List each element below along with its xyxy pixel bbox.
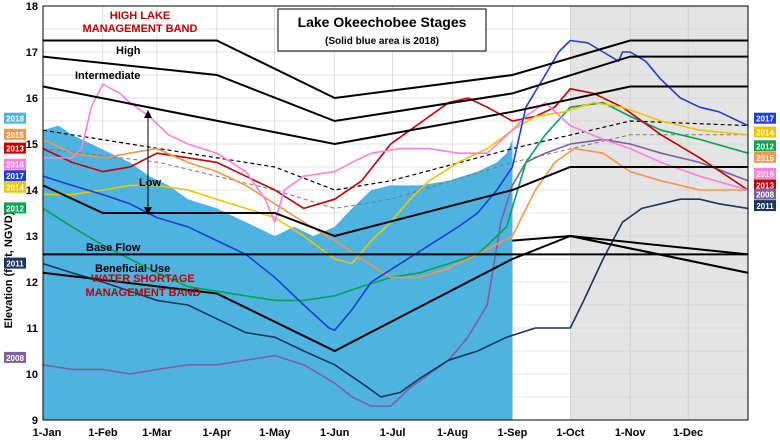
area-2018 xyxy=(43,125,513,420)
zone-lines xyxy=(42,39,749,353)
y-tick-label: 17 xyxy=(26,47,38,59)
badge-2018 xyxy=(4,112,26,124)
badge-2014 xyxy=(754,126,776,138)
title-box: Lake Okeechobee Stages (Solid blue area … xyxy=(277,8,487,52)
zone-label-beneficial-use: Beneficial Use xyxy=(95,263,170,275)
badge-label-2017: 2017 xyxy=(6,172,24,181)
badge-label-2018: 2018 xyxy=(6,115,24,124)
x-tick-label: 1-Oct xyxy=(556,427,584,439)
high-band-label-line2: MANAGEMENT BAND xyxy=(83,23,198,35)
badge-label-2008: 2008 xyxy=(6,354,24,363)
badge-label-2013: 2013 xyxy=(756,181,774,190)
y-tick-label: 10 xyxy=(26,369,38,381)
chart-title: Lake Okeechobee Stages xyxy=(298,14,467,30)
badge-label-2008: 2008 xyxy=(756,191,774,200)
zone-line-intermediate xyxy=(42,85,748,146)
dashed-lines xyxy=(42,120,749,209)
y-tick-label: 9 xyxy=(32,415,38,427)
zone-line-lower2 xyxy=(512,234,749,274)
badge-2012 xyxy=(754,140,776,152)
series-line-2011 xyxy=(42,198,749,398)
y-tick-label: 14 xyxy=(26,185,39,197)
low-arrow-head-down xyxy=(144,207,152,215)
x-axis-ticks: 1-Jan 1-Feb 1-Mar 1-Apr 1-May 1-Jun 1-Jul 1-Aug… xyxy=(33,427,703,439)
chart-subtitle: (Solid blue area is 2018) xyxy=(325,36,439,47)
zone-label-intermediate: Intermediate xyxy=(75,70,140,82)
series-line-2008 xyxy=(42,138,749,408)
badge-label-2012: 2012 xyxy=(756,142,774,151)
badge-label-2014: 2014 xyxy=(756,129,774,138)
badge-2013 xyxy=(4,142,26,154)
zone-line-upper xyxy=(42,55,748,123)
badge-label-2017: 2017 xyxy=(756,115,774,124)
dashed-line xyxy=(42,134,748,209)
low-arrow-head-up xyxy=(144,110,152,118)
shortage-band-label-line2: MANAGEMENT BAND xyxy=(86,287,201,299)
zone-label-high: High xyxy=(116,45,141,57)
series-line-2015 xyxy=(42,138,748,279)
badge-2008 xyxy=(754,188,776,200)
y-axis-label: Elevation (feet, NGVD) xyxy=(3,211,15,328)
badge-2012 xyxy=(4,202,26,214)
badge-2017 xyxy=(4,170,26,182)
badge-label-2012: 2012 xyxy=(6,204,24,213)
badge-2008 xyxy=(4,351,26,363)
badge-label-2016: 2016 xyxy=(756,170,774,179)
badge-2017 xyxy=(754,112,776,124)
y-tick-label: 11 xyxy=(26,323,38,335)
zone-line-high xyxy=(43,39,748,100)
badge-2015 xyxy=(754,151,776,163)
y-tick-label: 12 xyxy=(26,277,38,289)
x-tick-label: 1-Jun xyxy=(320,427,350,439)
plot-border xyxy=(42,5,749,421)
zone-label-base-flow: Base Flow xyxy=(86,242,141,254)
title-frame xyxy=(277,8,487,52)
badge-label-2011: 2011 xyxy=(6,260,24,269)
y-tick-label: 16 xyxy=(26,93,38,105)
shortage-band-label-line1: WATER SHORTAGE xyxy=(91,273,194,285)
x-tick-label: 1-Sep xyxy=(497,427,527,439)
series-line-2014 xyxy=(43,101,749,265)
zone-line-lower xyxy=(570,235,749,256)
series-line-2016 xyxy=(43,83,749,223)
x-tick-label: 1-May xyxy=(259,427,291,439)
badge-2013 xyxy=(754,179,776,191)
badge-label-2015: 2015 xyxy=(6,131,24,140)
x-tick-label: 1-Aug xyxy=(437,427,468,439)
area-2018 xyxy=(43,125,513,420)
zone-line-low xyxy=(42,166,748,238)
badge-2014 xyxy=(4,181,26,193)
y-tick-label: 13 xyxy=(26,231,38,243)
y-tick-label: 15 xyxy=(26,139,38,151)
badge-label-2014: 2014 xyxy=(6,184,24,193)
badge-2015 xyxy=(4,128,26,140)
badge-label-2016: 2016 xyxy=(6,161,24,170)
x-tick-label: 1-Dec xyxy=(673,427,703,439)
year-badges: 2018 2015 2013 2016 2017 2014 2012 2011 2008 2017… xyxy=(4,112,776,363)
dashed-line xyxy=(42,120,749,191)
x-tick-label: 1-Jan xyxy=(33,427,62,439)
badge-label-2011: 2011 xyxy=(756,202,774,211)
y-axis-ticks: 9 10 11 12 13 14 15 16 17 18 xyxy=(26,1,39,427)
badge-label-2015: 2015 xyxy=(756,154,774,163)
badge-2016 xyxy=(754,167,776,179)
x-tick-label: 1-Jul xyxy=(380,427,406,439)
badge-2011 xyxy=(754,200,776,212)
low-range-arrow xyxy=(144,110,152,215)
x-tick-label: 1-Feb xyxy=(88,427,118,439)
badge-2011 xyxy=(4,257,26,269)
x-tick-label: 1-Mar xyxy=(142,427,172,439)
y-tick-label: 18 xyxy=(26,1,38,13)
series-line-2017 xyxy=(42,39,749,332)
badge-2016 xyxy=(4,158,26,170)
zone-label-low: Low xyxy=(139,177,161,189)
high-band-label-line1: HIGH LAKE xyxy=(110,10,171,22)
x-tick-label: 1-Apr xyxy=(202,427,231,439)
badge-label-2013: 2013 xyxy=(6,145,24,154)
x-tick-label: 1-Nov xyxy=(615,427,646,439)
